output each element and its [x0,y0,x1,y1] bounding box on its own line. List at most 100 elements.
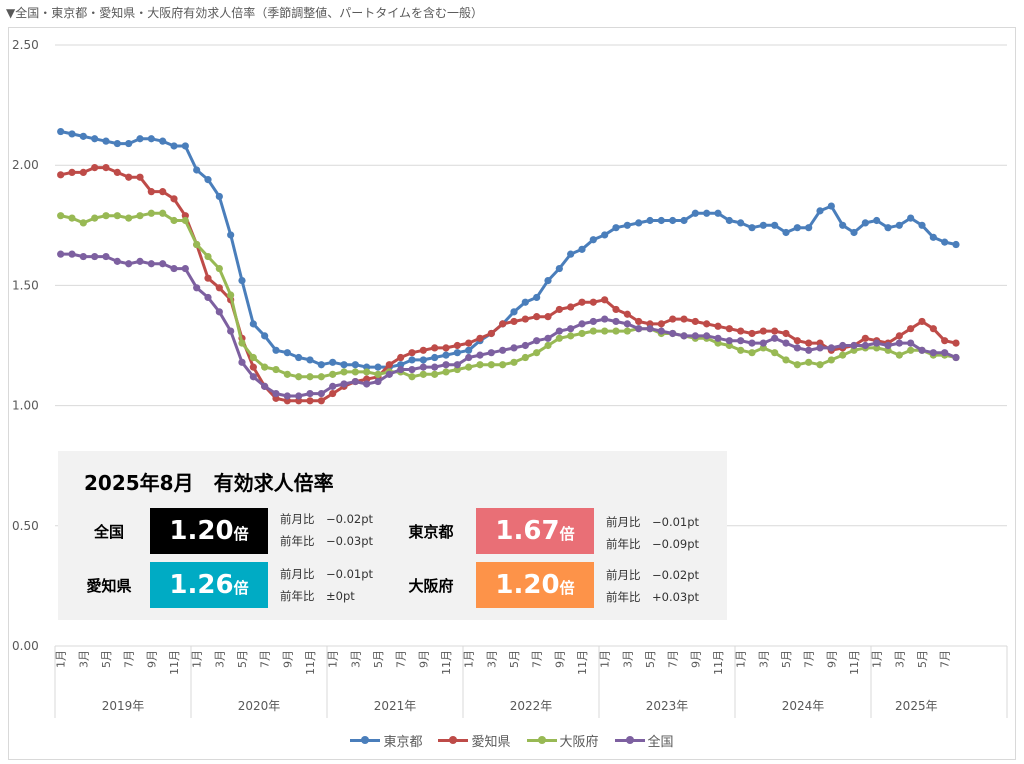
data-point [839,221,847,229]
legend-marker-icon [438,736,469,744]
data-point [884,224,892,232]
data-point [589,298,597,306]
data-point [499,320,507,328]
month-label: 11月 [440,650,453,675]
data-point [102,212,110,220]
data-point [465,339,473,347]
data-point [204,252,212,261]
region-label-national: 全国 [93,523,124,541]
data-point [57,127,65,136]
data-point [57,171,65,179]
data-point [793,337,801,345]
legend-marker-icon [526,736,557,744]
data-point [125,214,133,222]
y-tick-label: 1.00 [12,399,39,413]
month-label: 1月 [55,650,68,668]
data-point [249,373,257,381]
data-point [499,361,507,369]
data-point [91,214,99,222]
data-point [249,353,257,362]
data-point [204,293,212,302]
data-point [941,238,949,246]
data-point [510,358,518,366]
month-label: 5月 [508,650,521,668]
data-point [419,363,427,371]
data-point [623,320,631,328]
data-point [340,361,348,369]
data-point [147,188,155,196]
data-point [748,224,756,232]
data-point [476,361,484,369]
data-point [431,353,439,362]
data-point [533,349,541,357]
data-point [827,344,835,352]
data-point [295,373,303,381]
value-aichi: 1.26 [169,570,234,600]
data-point [227,327,235,335]
year-label: 2024年 [782,699,825,713]
data-point [748,349,756,357]
data-point [159,137,167,145]
year-label: 2023年 [646,699,689,713]
data-point [691,332,699,340]
data-point [816,207,824,215]
data-point [601,231,609,239]
data-point [669,315,677,323]
data-point [306,389,314,398]
year-label: 2025年 [895,699,938,713]
mom-osaka: 前月比 −0.02pt [606,568,700,582]
data-point [306,356,314,364]
y-tick-label: 2.50 [12,38,39,52]
data-point [782,329,790,338]
data-point [805,224,813,232]
data-point [895,339,903,347]
month-label: 11月 [304,650,317,675]
data-point [102,137,110,145]
y-tick-label: 1.50 [12,278,39,292]
data-point [589,327,597,335]
legend-label: 東京都 [383,735,423,750]
data-point [385,361,393,369]
data-point [861,219,869,227]
data-point [816,344,824,352]
year-label: 2021年 [374,699,417,713]
data-point [850,228,858,237]
unit: 倍 [559,579,575,597]
data-point [884,341,892,350]
legend-item: 全国 [614,731,674,750]
month-label: 9月 [145,650,158,668]
data-point [374,377,382,386]
data-point [465,353,473,362]
data-point [272,365,280,374]
data-point [771,349,779,357]
data-point [249,320,257,328]
data-point [113,257,121,265]
data-point [895,332,903,340]
data-point [306,373,314,381]
data-point [193,166,201,174]
month-label: 3月 [621,650,634,668]
data-point [431,370,439,378]
mom-national: 前月比 −0.02pt [280,512,374,526]
data-point [295,392,303,400]
data-point [181,142,189,150]
data-point [487,361,495,369]
data-point [431,363,439,371]
data-point [181,264,189,273]
data-point [918,221,926,229]
data-point [91,164,99,172]
data-point [567,250,575,258]
data-point [453,349,461,357]
month-label: 5月 [644,650,657,668]
data-point [793,361,801,369]
data-point [703,209,711,217]
data-point [929,233,937,241]
data-point [408,373,416,381]
data-point [113,139,121,148]
data-point [521,315,529,323]
data-point [873,216,881,225]
data-point [793,344,801,352]
data-point [351,361,359,369]
data-point [544,313,552,321]
